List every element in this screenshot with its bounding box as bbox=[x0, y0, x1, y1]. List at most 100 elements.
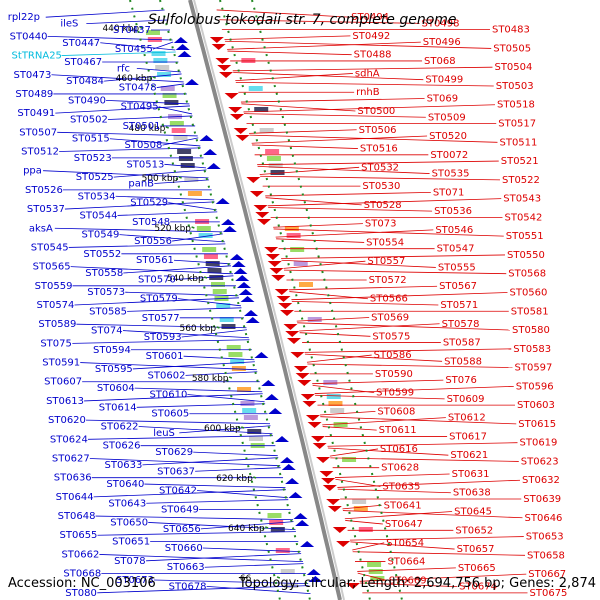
minus-gene-label[interactable]: ST0552 bbox=[83, 249, 121, 260]
minus-gene-label[interactable]: panB bbox=[128, 178, 154, 189]
minus-gene-label[interactable]: ST0529 bbox=[130, 198, 168, 209]
plus-gene-label[interactable]: ST0647 bbox=[385, 519, 423, 530]
minus-gene-label[interactable]: StTRNA25 bbox=[12, 51, 62, 62]
minus-gene-label[interactable]: ST0637 bbox=[157, 466, 195, 477]
plus-gene-label[interactable]: ST0639 bbox=[523, 494, 561, 505]
plus-gene-label[interactable]: ST073 bbox=[365, 219, 397, 230]
minus-gene-label[interactable]: ST0656 bbox=[163, 524, 201, 535]
minus-gene-label[interactable]: ST0644 bbox=[56, 492, 94, 503]
plus-gene-label[interactable]: ST0528 bbox=[364, 200, 402, 211]
plus-gene-label[interactable]: ST0631 bbox=[452, 469, 490, 480]
minus-gene-label[interactable]: ST0577 bbox=[142, 313, 180, 324]
plus-gene-label[interactable]: ST0546 bbox=[435, 225, 473, 236]
plus-gene-label[interactable]: ST0568 bbox=[508, 269, 546, 280]
minus-gene-label[interactable]: ST0589 bbox=[38, 319, 76, 330]
minus-gene-label[interactable]: ST0484 bbox=[66, 76, 104, 87]
minus-gene-label[interactable]: ST0627 bbox=[52, 453, 90, 464]
plus-gene-label[interactable]: ST0557 bbox=[367, 256, 405, 267]
plus-gene-label[interactable]: ST0494 bbox=[351, 12, 389, 23]
plus-gene-label[interactable]: ST0575 bbox=[372, 331, 410, 342]
plus-gene-label[interactable]: ST076 bbox=[445, 375, 477, 386]
plus-gene-label[interactable]: ST0483 bbox=[492, 25, 530, 36]
minus-gene-label[interactable]: ST080 bbox=[65, 588, 97, 599]
minus-gene-label[interactable]: ST0523 bbox=[74, 153, 112, 164]
minus-gene-label[interactable]: ST0626 bbox=[103, 441, 141, 452]
plus-gene-label[interactable]: sdhA bbox=[355, 68, 380, 79]
plus-gene-label[interactable]: ST0569 bbox=[371, 313, 409, 324]
minus-gene-label[interactable]: ST0561 bbox=[136, 255, 174, 266]
minus-gene-label[interactable]: ST0650 bbox=[110, 517, 148, 528]
minus-gene-label[interactable]: ST0447 bbox=[62, 38, 100, 49]
plus-gene-label[interactable]: ST0496 bbox=[423, 37, 461, 48]
plus-gene-label[interactable]: ST0571 bbox=[440, 300, 478, 311]
minus-gene-label[interactable]: aksA bbox=[29, 223, 53, 234]
plus-gene-label[interactable]: ST0499 bbox=[425, 75, 463, 86]
plus-gene-label[interactable]: ST0560 bbox=[509, 287, 547, 298]
plus-gene-label[interactable]: ST0583 bbox=[513, 344, 551, 355]
minus-gene-label[interactable]: ST0642 bbox=[159, 485, 197, 496]
minus-gene-label[interactable]: ST0593 bbox=[144, 332, 182, 343]
minus-gene-label[interactable]: ST0544 bbox=[80, 210, 118, 221]
plus-gene-label[interactable]: ST0669 bbox=[389, 575, 427, 586]
plus-gene-label[interactable]: ST0521 bbox=[501, 156, 539, 167]
plus-gene-label[interactable]: ST0645 bbox=[454, 507, 492, 518]
minus-gene-label[interactable]: ST0643 bbox=[108, 498, 146, 509]
minus-gene-label[interactable]: rfc bbox=[117, 63, 130, 74]
minus-gene-label[interactable]: ST0489 bbox=[15, 89, 53, 100]
minus-gene-label[interactable]: ST0573 bbox=[87, 287, 125, 298]
plus-gene-label[interactable]: ST0503 bbox=[496, 81, 534, 92]
plus-gene-label[interactable]: rnhB bbox=[356, 87, 380, 98]
plus-gene-label[interactable]: ST0646 bbox=[525, 513, 563, 524]
plus-gene-label[interactable]: ST0635 bbox=[382, 481, 420, 492]
minus-gene-label[interactable]: rpl22p bbox=[8, 12, 40, 23]
plus-gene-label[interactable]: ST0572 bbox=[369, 275, 407, 286]
minus-gene-label[interactable]: ST0660 bbox=[165, 543, 203, 554]
minus-gene-label[interactable]: ST0610 bbox=[149, 390, 187, 401]
minus-gene-label[interactable]: ST0624 bbox=[50, 434, 88, 445]
minus-gene-label[interactable]: ST0478 bbox=[119, 83, 157, 94]
plus-gene-label[interactable]: ST0581 bbox=[511, 306, 549, 317]
plus-gene-label[interactable]: ST0616 bbox=[380, 444, 418, 455]
plus-gene-label[interactable]: ST0543 bbox=[503, 194, 541, 205]
plus-gene-label[interactable]: ST0632 bbox=[522, 475, 560, 486]
plus-gene-label[interactable]: ST0554 bbox=[366, 237, 404, 248]
minus-gene-label[interactable]: ST0629 bbox=[155, 447, 193, 458]
plus-gene-label[interactable]: ST0492 bbox=[352, 31, 390, 42]
minus-gene-label[interactable]: ST0473 bbox=[13, 70, 51, 81]
plus-gene-label[interactable]: ST0516 bbox=[360, 144, 398, 155]
minus-gene-label[interactable]: ST0633 bbox=[104, 460, 142, 471]
plus-gene-label[interactable]: ST0498 bbox=[422, 18, 460, 29]
plus-gene-label[interactable]: ST0623 bbox=[521, 456, 559, 467]
minus-gene-label[interactable]: ST0668 bbox=[63, 569, 101, 580]
minus-gene-label[interactable]: ST0613 bbox=[46, 396, 84, 407]
plus-gene-label[interactable]: ST0551 bbox=[506, 231, 544, 242]
minus-gene-label[interactable]: ST0640 bbox=[106, 479, 144, 490]
minus-gene-label[interactable]: ST0678 bbox=[169, 581, 207, 592]
plus-gene-label[interactable]: ST0504 bbox=[494, 62, 532, 73]
minus-gene-label[interactable]: ST0491 bbox=[17, 108, 55, 119]
plus-gene-label[interactable]: ST0578 bbox=[442, 319, 480, 330]
plus-gene-label[interactable]: ST0667 bbox=[528, 569, 566, 580]
minus-gene-label[interactable]: ST0601 bbox=[146, 351, 184, 362]
minus-gene-label[interactable]: ST0595 bbox=[95, 364, 133, 375]
minus-gene-label[interactable]: ST0537 bbox=[27, 204, 65, 215]
plus-gene-label[interactable]: ST0609 bbox=[447, 394, 485, 405]
plus-gene-label[interactable]: ST0505 bbox=[493, 43, 531, 54]
plus-gene-label[interactable]: ST0520 bbox=[429, 131, 467, 142]
minus-gene-label[interactable]: ST0526 bbox=[25, 185, 63, 196]
plus-gene-label[interactable]: ST0665 bbox=[458, 563, 496, 574]
plus-gene-label[interactable]: ST0522 bbox=[502, 175, 540, 186]
plus-gene-label[interactable]: ST0586 bbox=[374, 350, 412, 361]
plus-gene-label[interactable]: ST0530 bbox=[362, 181, 400, 192]
minus-gene-label[interactable]: ST0501 bbox=[123, 121, 161, 132]
minus-gene-label[interactable]: ST0605 bbox=[151, 409, 189, 420]
plus-gene-label[interactable]: ST0621 bbox=[450, 450, 488, 461]
minus-gene-label[interactable]: ST0437 bbox=[113, 25, 151, 36]
plus-gene-label[interactable]: ST0580 bbox=[512, 325, 550, 336]
minus-gene-label[interactable]: ppa bbox=[23, 166, 42, 177]
minus-gene-label[interactable]: ST0662 bbox=[61, 549, 99, 560]
plus-gene-label[interactable]: ST0542 bbox=[504, 212, 542, 223]
minus-gene-label[interactable]: ST0570 bbox=[138, 274, 176, 285]
plus-gene-label[interactable]: ST0638 bbox=[453, 488, 491, 499]
minus-gene-label[interactable]: ST0545 bbox=[31, 242, 69, 253]
